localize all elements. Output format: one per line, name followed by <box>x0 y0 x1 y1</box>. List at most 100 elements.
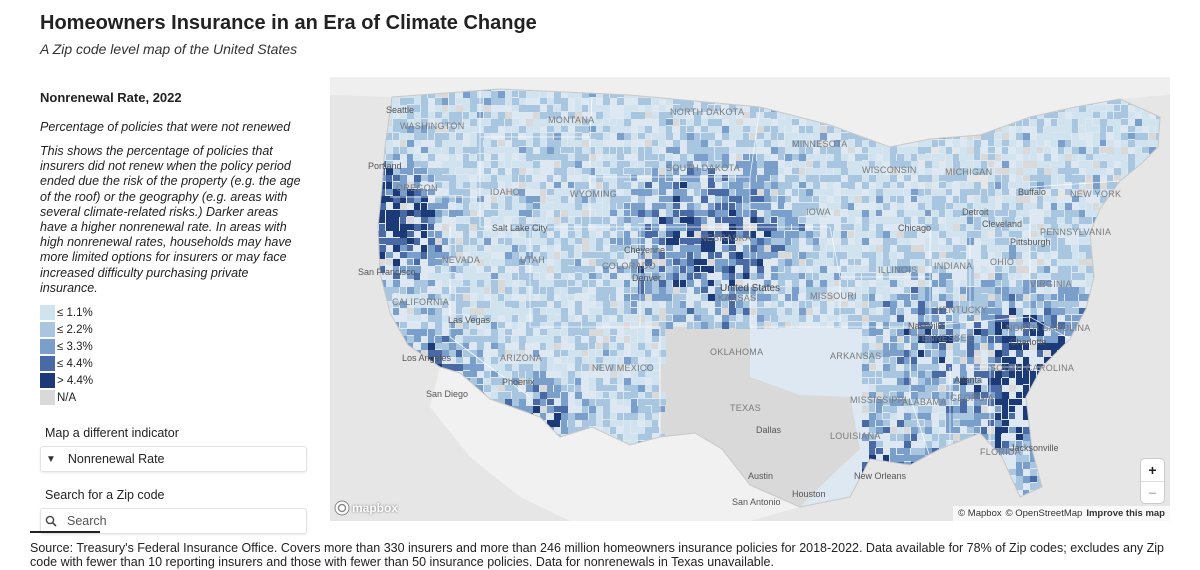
zip-area[interactable] <box>554 252 560 259</box>
zip-area[interactable] <box>757 245 764 252</box>
zip-area[interactable] <box>1030 245 1036 251</box>
zip-area[interactable] <box>547 119 553 126</box>
zip-area[interactable] <box>659 406 665 412</box>
zip-area[interactable] <box>638 203 645 210</box>
zip-area[interactable] <box>456 238 462 245</box>
zip-area[interactable] <box>673 210 679 217</box>
zip-area[interactable] <box>484 147 491 154</box>
zip-area[interactable] <box>1044 217 1051 224</box>
zip-area[interactable] <box>484 287 490 294</box>
zip-area[interactable] <box>673 119 679 126</box>
zip-area[interactable] <box>610 161 617 168</box>
zip-area[interactable] <box>890 336 897 342</box>
zip-area[interactable] <box>939 245 946 251</box>
zip-area[interactable] <box>1058 140 1065 147</box>
zip-area[interactable] <box>904 357 910 364</box>
zip-area[interactable] <box>918 245 924 252</box>
zip-area[interactable] <box>554 301 561 308</box>
zip-area[interactable] <box>841 266 847 272</box>
zip-area[interactable] <box>582 175 588 182</box>
zip-area[interactable] <box>1079 189 1086 196</box>
zip-area[interactable] <box>575 91 582 97</box>
zip-area[interactable] <box>477 273 484 280</box>
zip-area[interactable] <box>904 287 910 293</box>
zip-area[interactable] <box>869 392 876 398</box>
zip-area[interactable] <box>652 357 658 363</box>
zip-area[interactable] <box>400 112 407 118</box>
zip-area[interactable] <box>1030 168 1036 175</box>
zip-area[interactable] <box>554 91 561 98</box>
zip-area[interactable] <box>918 378 925 385</box>
zip-area[interactable] <box>876 210 882 216</box>
zip-area[interactable] <box>799 266 806 273</box>
zip-area[interactable] <box>904 175 911 181</box>
zip-area[interactable] <box>505 392 511 399</box>
zip-area[interactable] <box>575 336 581 343</box>
zip-area[interactable] <box>988 336 994 343</box>
zip-area[interactable] <box>904 329 911 335</box>
zip-area[interactable] <box>1030 161 1037 168</box>
zip-area[interactable] <box>554 98 561 104</box>
zip-area[interactable] <box>435 147 441 154</box>
zip-area[interactable] <box>680 308 687 315</box>
zip-area[interactable] <box>701 105 707 112</box>
zip-area[interactable] <box>876 378 882 384</box>
zip-area[interactable] <box>981 371 988 378</box>
zip-area[interactable] <box>484 189 491 195</box>
zip-area[interactable] <box>666 273 673 280</box>
zip-area[interactable] <box>631 294 638 300</box>
zip-area[interactable] <box>407 266 414 273</box>
zip-area[interactable] <box>666 154 673 161</box>
zip-area[interactable] <box>533 238 540 244</box>
zip-area[interactable] <box>862 154 868 160</box>
zip-area[interactable] <box>848 203 854 210</box>
zip-area[interactable] <box>540 301 547 307</box>
zip-area[interactable] <box>750 217 757 223</box>
zip-area[interactable] <box>652 343 658 349</box>
zip-area[interactable] <box>470 112 477 119</box>
zip-area[interactable] <box>1114 126 1120 133</box>
zip-area[interactable] <box>953 343 960 350</box>
zip-area[interactable] <box>491 280 498 287</box>
zip-area[interactable] <box>939 336 946 342</box>
zip-area[interactable] <box>582 105 588 112</box>
zip-area[interactable] <box>785 266 791 273</box>
zip-area[interactable] <box>435 203 442 209</box>
zip-area[interactable] <box>778 308 785 315</box>
zip-area[interactable] <box>596 385 603 391</box>
zip-area[interactable] <box>694 147 701 154</box>
zip-area[interactable] <box>694 210 701 216</box>
zip-area[interactable] <box>428 329 435 336</box>
zip-area[interactable] <box>554 182 561 188</box>
zip-area[interactable] <box>1072 119 1078 126</box>
zip-area[interactable] <box>1107 161 1114 168</box>
zip-area[interactable] <box>1016 350 1023 357</box>
zip-area[interactable] <box>855 210 862 217</box>
zip-area[interactable] <box>701 217 707 224</box>
zip-area[interactable] <box>1037 280 1044 287</box>
zip-area[interactable] <box>519 350 525 357</box>
zip-area[interactable] <box>918 301 925 308</box>
zip-area[interactable] <box>883 371 890 378</box>
zip-area[interactable] <box>820 238 827 245</box>
zip-area[interactable] <box>1044 245 1050 252</box>
zip-area[interactable] <box>547 329 554 336</box>
zip-area[interactable] <box>1044 343 1051 350</box>
zip-area[interactable] <box>862 294 868 301</box>
zip-area[interactable] <box>827 259 834 266</box>
zip-area[interactable] <box>540 140 546 147</box>
zip-area[interactable] <box>1044 161 1050 168</box>
zip-area[interactable] <box>596 378 603 385</box>
zip-area[interactable] <box>694 182 701 189</box>
zip-area[interactable] <box>1051 210 1058 217</box>
zip-area[interactable] <box>988 392 995 398</box>
zip-area[interactable] <box>911 147 918 154</box>
zip-area[interactable] <box>652 189 658 195</box>
zip-area[interactable] <box>435 259 442 265</box>
zip-area[interactable] <box>666 287 673 294</box>
zip-area[interactable] <box>624 210 630 216</box>
zip-area[interactable] <box>1093 182 1100 189</box>
zip-area[interactable] <box>470 196 476 202</box>
zip-area[interactable] <box>1023 203 1030 210</box>
zip-area[interactable] <box>883 189 890 196</box>
